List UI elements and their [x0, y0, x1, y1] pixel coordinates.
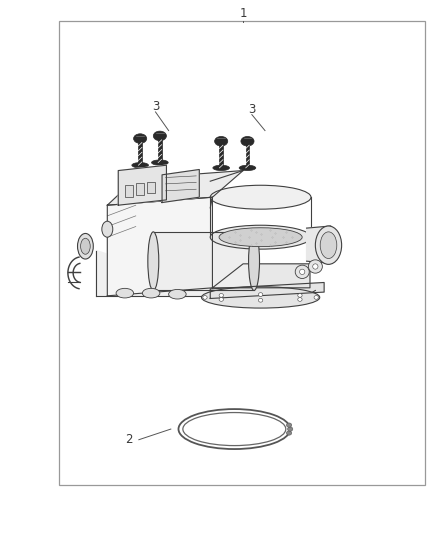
Polygon shape: [96, 251, 315, 296]
Ellipse shape: [219, 297, 223, 301]
Ellipse shape: [148, 232, 159, 290]
Ellipse shape: [315, 226, 342, 264]
Ellipse shape: [203, 295, 207, 300]
Ellipse shape: [210, 185, 311, 209]
Text: 2: 2: [125, 433, 133, 446]
Ellipse shape: [213, 165, 230, 171]
Ellipse shape: [258, 298, 263, 302]
Polygon shape: [162, 169, 199, 203]
Ellipse shape: [239, 165, 256, 171]
Ellipse shape: [116, 288, 134, 298]
Ellipse shape: [295, 265, 309, 278]
Bar: [147, 182, 155, 193]
Ellipse shape: [102, 221, 113, 237]
Bar: [158, 136, 162, 163]
Ellipse shape: [152, 160, 168, 165]
Ellipse shape: [298, 297, 302, 301]
Ellipse shape: [286, 423, 292, 427]
Ellipse shape: [287, 427, 293, 431]
Text: 3: 3: [248, 103, 255, 116]
Polygon shape: [307, 226, 331, 263]
Ellipse shape: [298, 294, 302, 297]
Bar: [246, 141, 249, 168]
Polygon shape: [212, 264, 310, 288]
Ellipse shape: [313, 264, 318, 269]
Bar: [136, 183, 144, 195]
Bar: [138, 139, 142, 165]
Ellipse shape: [308, 260, 322, 273]
Ellipse shape: [249, 232, 259, 290]
Polygon shape: [118, 165, 166, 205]
Ellipse shape: [286, 431, 292, 435]
Ellipse shape: [169, 289, 186, 299]
Ellipse shape: [241, 136, 254, 146]
Bar: [125, 185, 133, 197]
Bar: [153, 232, 254, 290]
Ellipse shape: [300, 269, 305, 274]
Ellipse shape: [81, 238, 90, 254]
Ellipse shape: [142, 288, 160, 298]
Ellipse shape: [219, 294, 223, 297]
Ellipse shape: [314, 295, 318, 300]
Polygon shape: [107, 197, 212, 296]
Ellipse shape: [134, 134, 147, 143]
Ellipse shape: [78, 233, 93, 259]
Ellipse shape: [132, 163, 148, 168]
Ellipse shape: [258, 293, 263, 296]
Ellipse shape: [210, 225, 311, 249]
Ellipse shape: [215, 136, 228, 146]
Polygon shape: [210, 282, 324, 298]
Text: 3: 3: [152, 100, 159, 113]
Polygon shape: [107, 171, 243, 205]
Ellipse shape: [219, 228, 302, 247]
Ellipse shape: [153, 131, 166, 141]
Bar: [59, 21, 425, 485]
Ellipse shape: [320, 232, 337, 259]
Bar: [219, 141, 223, 168]
Ellipse shape: [201, 287, 320, 308]
Text: 1: 1: [239, 7, 247, 20]
